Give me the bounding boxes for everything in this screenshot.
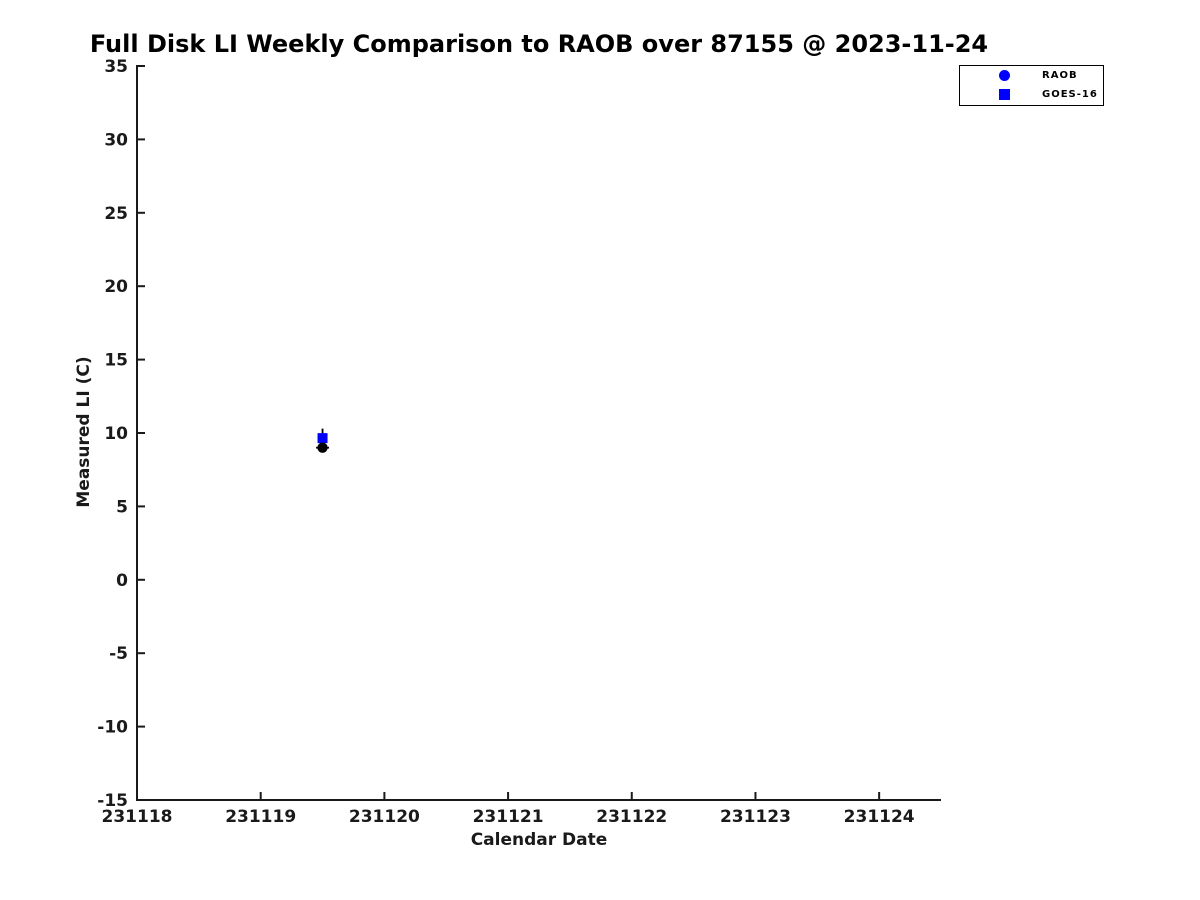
- x-tick-label: 231123: [720, 807, 791, 827]
- x-tick-label: 231118: [102, 807, 173, 827]
- y-tick-label: 0: [116, 571, 128, 591]
- legend-row-raob: RAOB: [960, 66, 1103, 85]
- y-tick-label: -10: [97, 718, 128, 738]
- y-tick-label: -5: [109, 644, 128, 664]
- y-tick-label: 10: [104, 424, 128, 444]
- y-tick-label: 20: [104, 277, 128, 297]
- raob-circle-icon: [998, 70, 1010, 82]
- x-tick-label: 231122: [596, 807, 667, 827]
- y-axis-label: Measured LI (C): [74, 356, 94, 508]
- chart-title: Full Disk LI Weekly Comparison to RAOB o…: [89, 30, 989, 58]
- legend-label-raob: RAOB: [1042, 70, 1078, 81]
- y-tick-label: -15: [97, 791, 128, 811]
- legend-label-goes16: GOES-16: [1042, 89, 1098, 100]
- y-tick-label: 15: [104, 351, 128, 371]
- goes16-data-marker: [317, 433, 328, 444]
- raob-data-marker: [317, 442, 328, 453]
- square-glyph: [998, 89, 1010, 100]
- x-tick-label: 231121: [473, 807, 544, 827]
- x-axis-label: Calendar Date: [470, 830, 608, 850]
- legend: RAOB GOES-16: [959, 65, 1104, 106]
- x-tick-label: 231124: [844, 807, 915, 827]
- goes16-square-icon: [998, 89, 1010, 101]
- x-tick-label: 231120: [349, 807, 420, 827]
- x-tick-label: 231119: [225, 807, 296, 827]
- circle-glyph: [998, 70, 1010, 81]
- legend-row-goes16: GOES-16: [960, 85, 1103, 104]
- y-tick-label: 5: [116, 497, 128, 517]
- y-tick-label: 35: [104, 57, 128, 77]
- y-tick-label: 25: [104, 204, 128, 224]
- y-tick-label: 30: [104, 130, 128, 150]
